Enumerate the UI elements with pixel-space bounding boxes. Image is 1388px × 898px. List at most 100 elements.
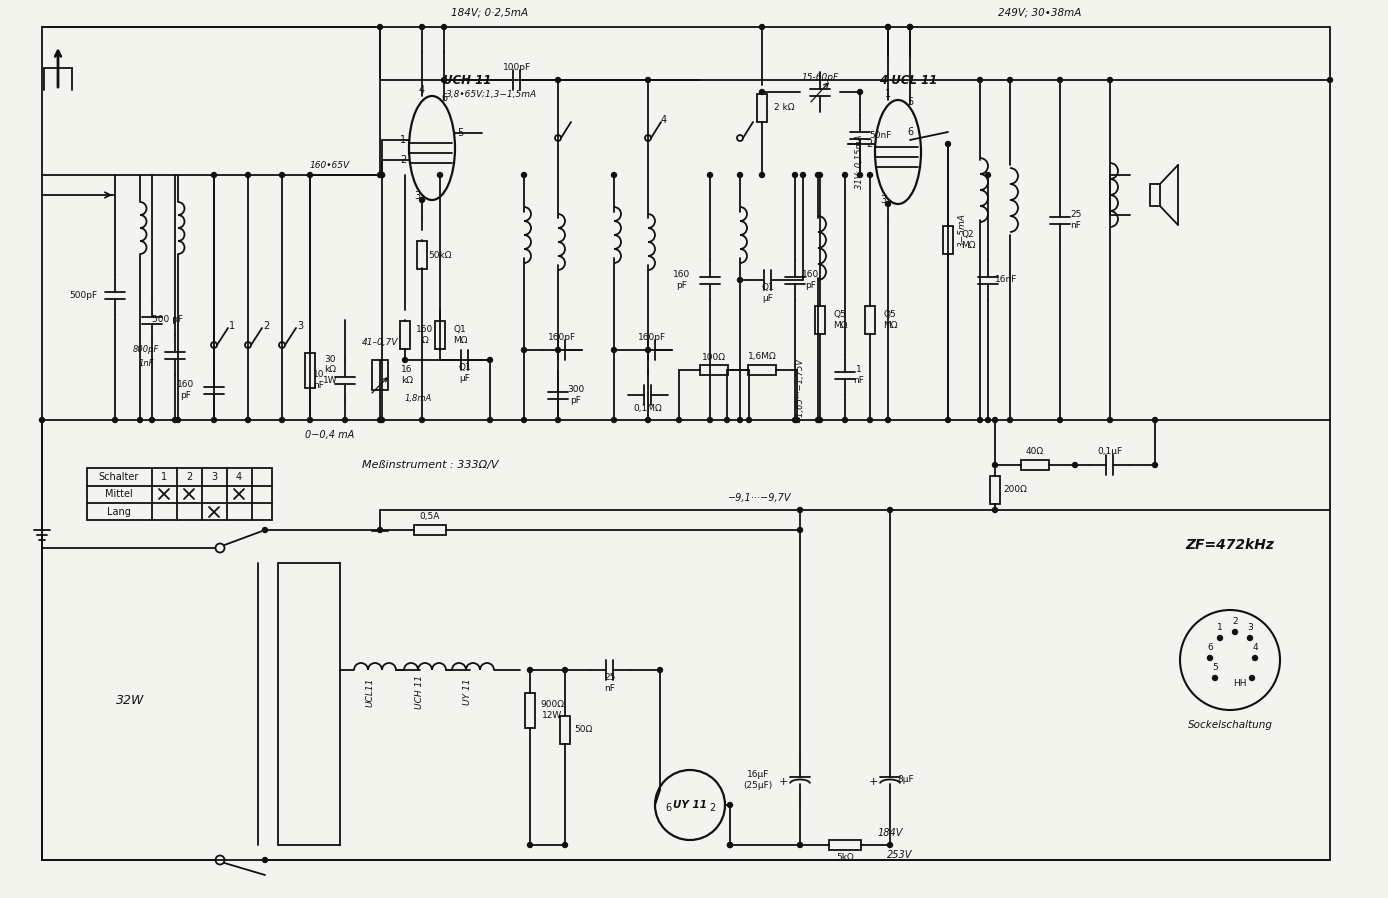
Text: 3: 3 bbox=[297, 321, 303, 331]
Text: 50Ω: 50Ω bbox=[573, 726, 593, 735]
Circle shape bbox=[801, 172, 805, 178]
Bar bbox=[87, 468, 272, 520]
Circle shape bbox=[737, 172, 743, 178]
Circle shape bbox=[562, 667, 568, 673]
Circle shape bbox=[379, 172, 384, 178]
Text: 3: 3 bbox=[880, 195, 886, 205]
Text: Q5
MΩ: Q5 MΩ bbox=[883, 311, 897, 330]
Circle shape bbox=[1058, 77, 1062, 83]
Circle shape bbox=[378, 24, 383, 30]
Text: 25
nF: 25 nF bbox=[1070, 210, 1081, 230]
Circle shape bbox=[727, 803, 733, 807]
Circle shape bbox=[868, 418, 873, 422]
Text: UY 11: UY 11 bbox=[464, 679, 472, 705]
Circle shape bbox=[555, 348, 561, 353]
Circle shape bbox=[378, 527, 383, 533]
Text: 184V; 0·2,5mA: 184V; 0·2,5mA bbox=[451, 8, 529, 18]
Circle shape bbox=[522, 172, 526, 178]
Text: 5: 5 bbox=[1212, 664, 1217, 673]
Text: UCH 11: UCH 11 bbox=[415, 675, 425, 709]
Text: 3: 3 bbox=[414, 191, 421, 201]
Circle shape bbox=[308, 172, 312, 178]
Circle shape bbox=[798, 507, 802, 513]
Text: 2: 2 bbox=[709, 803, 715, 813]
Circle shape bbox=[1252, 656, 1258, 661]
Circle shape bbox=[441, 24, 447, 30]
Text: 2 kΩ: 2 kΩ bbox=[773, 103, 794, 112]
Text: 4: 4 bbox=[236, 472, 242, 482]
Circle shape bbox=[747, 418, 751, 422]
Bar bbox=[1151, 184, 1160, 206]
Text: UCH 11: UCH 11 bbox=[443, 74, 491, 86]
Circle shape bbox=[1152, 462, 1158, 468]
Circle shape bbox=[612, 348, 616, 353]
Circle shape bbox=[886, 201, 891, 207]
Text: Meßinstrument : 333Ω/V: Meßinstrument : 333Ω/V bbox=[362, 460, 498, 470]
Circle shape bbox=[908, 24, 912, 30]
Text: Q5
MΩ: Q5 MΩ bbox=[833, 311, 847, 330]
Text: Q1
μF: Q1 μF bbox=[762, 283, 775, 303]
Circle shape bbox=[868, 172, 873, 178]
Circle shape bbox=[886, 418, 891, 422]
Text: ZF=472kHz: ZF=472kHz bbox=[1185, 538, 1274, 552]
Text: 2: 2 bbox=[186, 472, 192, 482]
Circle shape bbox=[262, 858, 268, 862]
Circle shape bbox=[737, 418, 743, 422]
Circle shape bbox=[908, 24, 912, 30]
Circle shape bbox=[555, 77, 561, 83]
Text: 5: 5 bbox=[906, 97, 913, 107]
Text: 184V: 184V bbox=[877, 828, 902, 838]
Circle shape bbox=[527, 667, 533, 673]
Circle shape bbox=[793, 418, 798, 422]
Bar bbox=[700, 365, 727, 375]
Bar bbox=[748, 365, 776, 375]
Text: 1
nF: 1 nF bbox=[854, 365, 865, 384]
Circle shape bbox=[612, 418, 616, 422]
Bar bbox=[416, 241, 428, 269]
Circle shape bbox=[1249, 675, 1255, 681]
Circle shape bbox=[555, 418, 561, 422]
Circle shape bbox=[759, 24, 765, 30]
Text: Lang: Lang bbox=[107, 507, 130, 517]
Text: 0,1MΩ: 0,1MΩ bbox=[634, 403, 662, 412]
Text: 200Ω: 200Ω bbox=[1004, 486, 1027, 495]
Circle shape bbox=[977, 77, 983, 83]
Circle shape bbox=[137, 418, 143, 422]
Circle shape bbox=[886, 24, 891, 30]
Text: 16nF: 16nF bbox=[995, 276, 1017, 285]
Circle shape bbox=[343, 418, 347, 422]
Circle shape bbox=[759, 172, 765, 178]
Text: 30
kΩ
1W: 30 kΩ 1W bbox=[322, 355, 337, 385]
Circle shape bbox=[1327, 77, 1332, 83]
Text: 3,8•65V;1,3−1,5mA: 3,8•65V;1,3−1,5mA bbox=[447, 90, 537, 99]
Text: +: + bbox=[869, 777, 877, 787]
Circle shape bbox=[175, 418, 180, 422]
Text: Sockelschaltung: Sockelschaltung bbox=[1188, 720, 1273, 730]
Bar bbox=[942, 226, 954, 254]
Circle shape bbox=[794, 418, 799, 422]
Text: 2: 2 bbox=[262, 321, 269, 331]
Circle shape bbox=[759, 90, 765, 94]
Circle shape bbox=[725, 418, 730, 422]
Text: 2: 2 bbox=[400, 155, 407, 165]
Circle shape bbox=[1108, 77, 1113, 83]
Text: 1: 1 bbox=[161, 472, 167, 482]
Text: 0,5A: 0,5A bbox=[419, 513, 440, 522]
Circle shape bbox=[818, 172, 823, 178]
Bar bbox=[400, 321, 409, 349]
Circle shape bbox=[1008, 418, 1012, 422]
Circle shape bbox=[403, 357, 408, 363]
Circle shape bbox=[1213, 675, 1217, 681]
Circle shape bbox=[562, 842, 568, 848]
Circle shape bbox=[112, 418, 118, 422]
Text: 0,1μF: 0,1μF bbox=[1098, 447, 1123, 456]
Text: 0−0,4 mA: 0−0,4 mA bbox=[305, 430, 354, 440]
Text: −1,65···−1,75V: −1,65···−1,75V bbox=[795, 357, 805, 423]
Circle shape bbox=[887, 842, 892, 848]
Text: Mittel: Mittel bbox=[105, 489, 133, 499]
Text: Q2
MΩ: Q2 MΩ bbox=[960, 230, 976, 250]
Text: 40Ω: 40Ω bbox=[1026, 447, 1044, 456]
Circle shape bbox=[798, 527, 802, 533]
Text: 3−5mA: 3−5mA bbox=[958, 213, 966, 247]
Circle shape bbox=[658, 667, 662, 673]
